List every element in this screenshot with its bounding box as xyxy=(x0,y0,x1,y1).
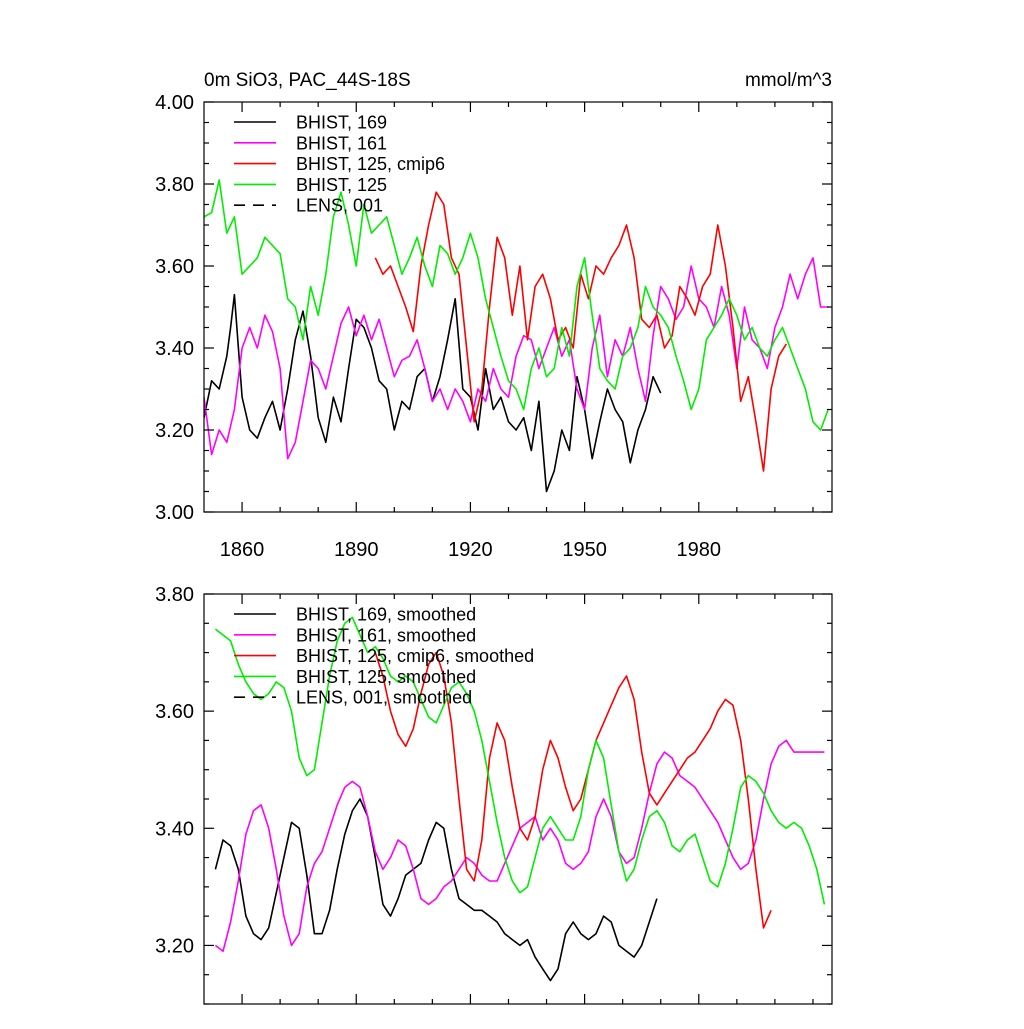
top-axes: 3.00 3.20 3.40 3.60 3.80 4.00 1860 1890 1920 1950… xyxy=(155,92,832,561)
y-tick-label: 3.80 xyxy=(155,174,194,196)
series-line-bhist-169 xyxy=(204,293,662,493)
series-line-bhist-125-cmip6-smoothed xyxy=(374,651,772,929)
y-tick-label: 4.00 xyxy=(155,92,194,114)
y-tick-label: 3.40 xyxy=(155,818,194,840)
y-tick-label: 3.20 xyxy=(155,935,194,957)
x-tick-label: 1890 xyxy=(334,539,379,561)
legend-label: BHIST, 125, cmip6, smoothed xyxy=(296,646,534,666)
series-line-bhist-125-cmip6 xyxy=(374,191,787,472)
y-tick-label: 3.00 xyxy=(155,502,194,524)
bottom-series-group xyxy=(214,616,826,982)
series-line-bhist-161 xyxy=(204,257,829,460)
x-tick-label: 1950 xyxy=(562,539,607,561)
legend-label: BHIST, 161, smoothed xyxy=(296,625,476,645)
top-series-group xyxy=(204,179,829,493)
legend-label: BHIST, 125 xyxy=(296,175,387,195)
y-tick-label: 3.40 xyxy=(155,338,194,360)
top-panel: 0m SiO3, PAC_44S-18S mmol/m^3 BHIST, 169… xyxy=(155,70,833,561)
top-title-right: mmol/m^3 xyxy=(745,70,832,91)
series-line-bhist-125 xyxy=(204,179,829,431)
legend-label: BHIST, 169 xyxy=(296,113,387,133)
x-tick-label: 1920 xyxy=(448,539,493,561)
x-tick-label: 1980 xyxy=(677,539,722,561)
bottom-axes: 3.20 3.40 3.60 3.80 xyxy=(155,584,832,1005)
y-tick-label: 3.20 xyxy=(155,420,194,442)
legend-label: BHIST, 161 xyxy=(296,133,387,153)
series-line-bhist-161-smoothed xyxy=(214,739,825,953)
series-line-bhist-169-smoothed xyxy=(214,798,658,982)
x-tick-label: 1860 xyxy=(220,539,265,561)
series-line-bhist-125-smoothed xyxy=(214,616,826,905)
legend-label: LENS, 001 xyxy=(296,196,383,216)
legend-label: BHIST, 169, smoothed xyxy=(296,605,476,625)
y-tick-label: 3.80 xyxy=(155,584,194,606)
legend-label: BHIST, 125, cmip6 xyxy=(296,154,445,174)
y-tick-label: 3.60 xyxy=(155,701,194,723)
legend-label: BHIST, 125, smoothed xyxy=(296,667,476,687)
y-tick-label: 3.60 xyxy=(155,256,194,278)
legend-label: LENS, 001, smoothed xyxy=(296,688,472,708)
top-title-left: 0m SiO3, PAC_44S-18S xyxy=(204,70,411,91)
